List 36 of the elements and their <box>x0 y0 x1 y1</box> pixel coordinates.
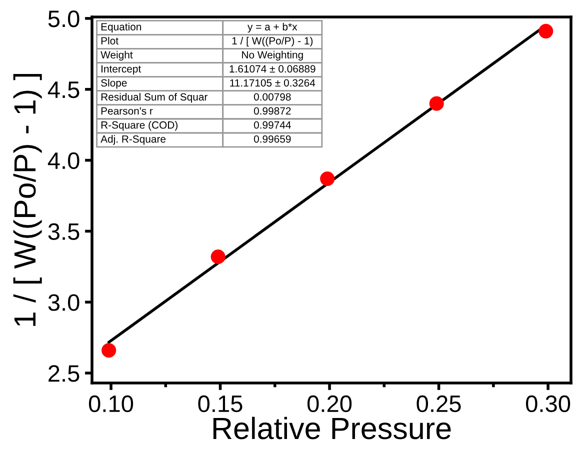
annotation: Plot <box>101 36 118 44</box>
annotation: Weight <box>100 50 133 61</box>
annotation: R-Square (COD) <box>101 121 178 131</box>
point <box>320 171 335 186</box>
point <box>429 96 444 111</box>
x-tick-label: 0.10 <box>88 395 134 412</box>
y-tick-label: 3.0 <box>48 294 80 311</box>
point <box>210 249 226 264</box>
annotation: Pearson's r <box>101 107 153 115</box>
x-tick-label: 0.30 <box>526 395 570 412</box>
annotation: 1 / [ W((Po/P) - 1) <box>232 36 313 47</box>
annotation: Slope <box>101 78 127 89</box>
y-tick-label: 5.0 <box>48 10 80 28</box>
annotation: y = a + b*x <box>248 22 298 33</box>
y-tick-label: 2.5 <box>48 365 80 382</box>
y-tick-label: 4.0 <box>48 152 80 170</box>
x-tick-label: 0.25 <box>416 395 461 412</box>
annotation: 11.17105 ± 0.3264 <box>230 79 316 87</box>
point <box>538 24 554 38</box>
y-tick-label: 3.5 <box>48 223 80 240</box>
annotation: 0.00798 <box>254 93 291 101</box>
annotation: Adj. R-Square <box>100 135 166 145</box>
x-axis-title: Relative Pressure <box>213 416 451 440</box>
y-axis-title: 1 / [ W((Po/P) - 1) ] <box>13 74 42 326</box>
annotation: 0.99744 <box>254 121 291 129</box>
annotation: 0.99872 <box>254 107 291 115</box>
annotation: 0.99659 <box>254 135 291 143</box>
x-tick-label: 0.15 <box>198 395 242 412</box>
y-tick-label: 4.5 <box>48 82 80 98</box>
annotation: Residual Sum of Squar <box>101 92 208 103</box>
annotation: Equation <box>101 22 142 33</box>
x-tick-label: 0.20 <box>307 395 352 412</box>
annotation: 1.61074 ± 0.06889 <box>230 65 316 73</box>
annotation: Intercept <box>102 65 142 75</box>
point <box>102 343 116 358</box>
annotation: No Weighting <box>242 50 303 61</box>
